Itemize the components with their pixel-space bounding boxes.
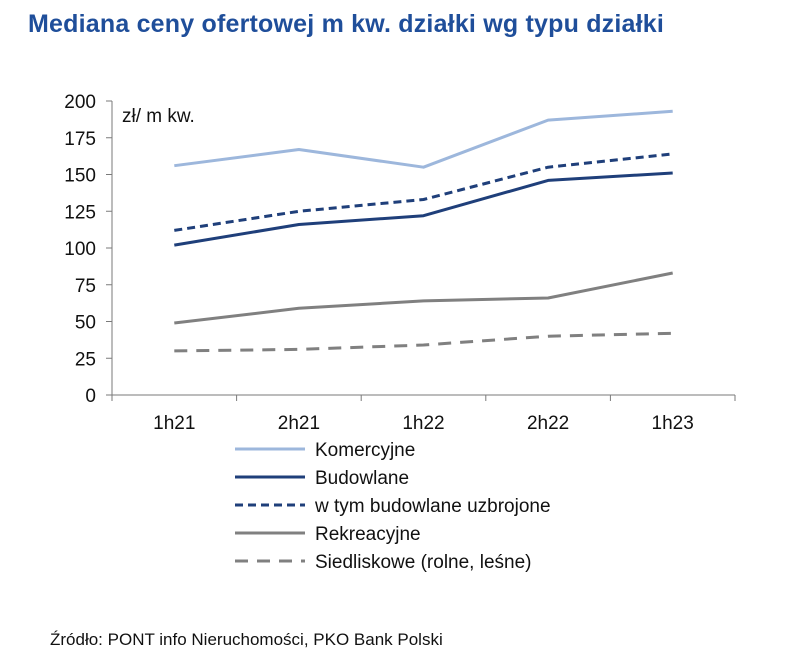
y-tick-label: 50: [75, 313, 96, 334]
series-lines: [174, 109, 673, 353]
chart-title: Mediana ceny ofertowej m kw. działki wg …: [28, 10, 665, 38]
y-tick-label: 125: [64, 202, 96, 223]
x-tick-label: 1h21: [153, 413, 195, 434]
legend-label: Siedliskowe (rolne, leśne): [315, 552, 532, 573]
legend-label: w tym budowlane uzbrojone: [314, 496, 551, 517]
y-tick-label: 100: [64, 239, 96, 260]
source-note: Źródło: PONT info Nieruchomości, PKO Ban…: [50, 630, 443, 649]
y-tick-label: 75: [75, 276, 96, 297]
y-tick-label: 25: [75, 349, 96, 370]
y-tick-label: 175: [64, 129, 96, 150]
legend-label: Komercyjne: [315, 440, 415, 461]
series-line: [174, 171, 673, 247]
x-tick-label: 1h23: [652, 413, 694, 434]
legend-label: Budowlane: [315, 468, 409, 489]
y-tick-label: 150: [64, 166, 96, 187]
series-line: [174, 152, 673, 232]
x-tick-label: 1h22: [402, 413, 444, 434]
legend-label: Rekreacyjne: [315, 524, 421, 545]
y-tick-label: 0: [85, 386, 96, 407]
series-line: [174, 331, 673, 353]
x-tick-label: 2h21: [278, 413, 320, 434]
legend: Komercyjne Budowlane w tym budowlane uzbro…: [235, 440, 551, 573]
axes: 0 25 50 75 100 125 150 175 200 1h21 2h21 1h22 2h22 1h…: [64, 92, 736, 434]
unit-label: zł/ m kw.: [122, 106, 195, 127]
series-line: [174, 271, 673, 325]
x-tick-label: 2h22: [527, 413, 569, 434]
chart-svg: 0 25 50 75 100 125 150 175 200 1h21 2h21 1h22 2h22 1h…: [64, 92, 736, 573]
y-tick-label: 200: [64, 92, 96, 113]
series-line: [174, 109, 673, 169]
